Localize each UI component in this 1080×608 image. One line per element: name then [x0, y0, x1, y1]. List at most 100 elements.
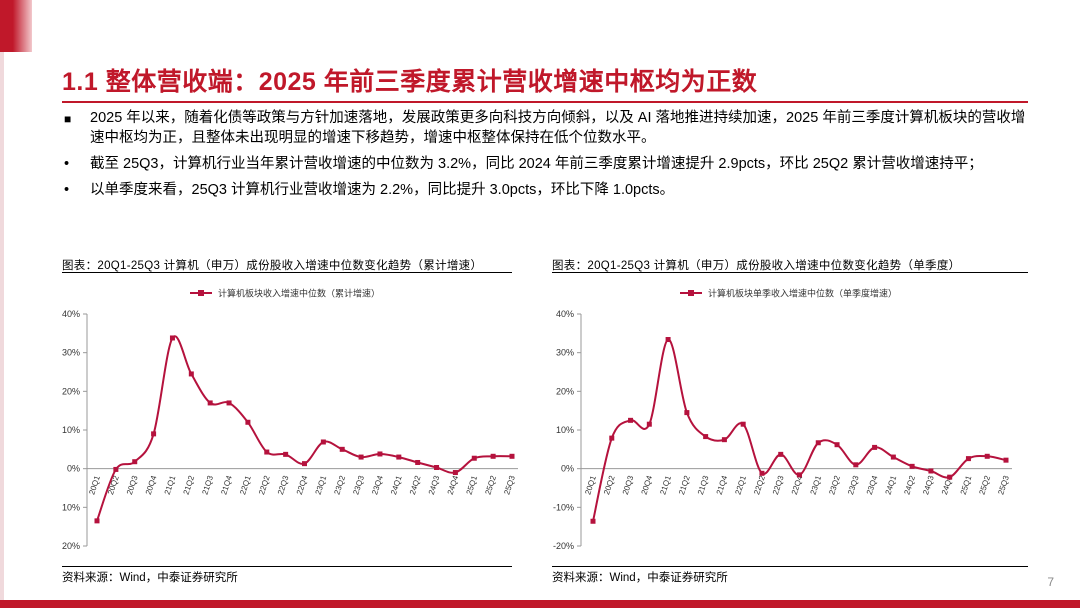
- data-point: [377, 451, 383, 457]
- bullet-item: ■ 2025 年以来，随着化债等政策与方针加速落地，发展政策更多向科技方向倾斜，…: [62, 108, 1028, 148]
- y-tick-label: 30%: [556, 348, 574, 358]
- legend-marker: [198, 290, 204, 296]
- dot-bullet-icon: •: [64, 182, 70, 198]
- bullet-item: • 截至 25Q3，计算机行业当年累计营收增速的中位数为 3.2%，同比 202…: [62, 154, 1028, 174]
- dot-bullet-icon: •: [64, 156, 70, 172]
- x-tick-label: 25Q1: [465, 474, 480, 496]
- x-tick-label: 25Q1: [959, 474, 974, 496]
- y-tick-label: 0%: [67, 464, 80, 474]
- x-tick-label: 21Q4: [219, 474, 234, 496]
- data-point: [628, 417, 634, 423]
- data-point: [646, 421, 652, 427]
- data-point: [890, 454, 896, 460]
- left-accent-block: [0, 0, 32, 52]
- x-tick-label: 20Q3: [125, 474, 140, 496]
- data-point: [169, 335, 175, 341]
- x-tick-label: 22Q1: [733, 474, 748, 496]
- data-point: [740, 421, 746, 427]
- x-tick-label: 23Q3: [846, 474, 861, 496]
- bullet-text: 2025 年以来，随着化债等政策与方针加速落地，发展政策更多向科技方向倾斜，以及…: [90, 110, 1026, 146]
- data-point: [245, 419, 251, 425]
- data-point: [721, 437, 727, 443]
- x-tick-label: 21Q4: [715, 474, 730, 496]
- data-point: [452, 470, 458, 476]
- y-tick-label: -20%: [553, 541, 574, 551]
- y-tick-label: 0%: [561, 464, 574, 474]
- data-point: [188, 371, 194, 377]
- right-chart-title-rule: [552, 272, 1028, 273]
- data-point: [302, 461, 307, 467]
- page-number: 7: [1047, 575, 1054, 589]
- y-tick-label: 40%: [556, 309, 574, 319]
- x-tick-label: 24Q1: [389, 474, 404, 496]
- right-chart-title: 图表：20Q1-25Q3 计算机（申万）成份股收入增速中位数变化趋势（单季度）: [552, 260, 961, 272]
- legend-marker: [688, 290, 694, 296]
- data-point: [283, 451, 289, 457]
- series-line: [592, 338, 1007, 522]
- y-tick-label: -20%: [62, 541, 80, 551]
- y-tick-label: 10%: [62, 425, 80, 435]
- x-tick-label: 25Q3: [502, 474, 517, 496]
- x-tick-label: 23Q1: [314, 474, 329, 496]
- bullet-text: 截至 25Q3，计算机行业当年累计营收增速的中位数为 3.2%，同比 2024 …: [90, 156, 983, 172]
- data-point: [490, 453, 496, 459]
- y-tick-label: -10%: [62, 502, 80, 512]
- data-point: [590, 518, 596, 524]
- data-point: [113, 466, 119, 472]
- data-point: [815, 440, 821, 446]
- data-point: [909, 463, 915, 469]
- data-point: [509, 453, 515, 459]
- x-tick-label: 24Q1: [884, 474, 899, 496]
- data-point: [1003, 457, 1009, 463]
- right-line-chart: 计算机板块单季收入增速中位数（单季度增速） -20% -10% 0% 10% 20% 30%…: [553, 288, 1012, 551]
- x-tick-label: 20Q4: [144, 474, 159, 496]
- x-tick-label: 22Q4: [295, 474, 310, 496]
- bullet-item: • 以单季度来看，25Q3 计算机行业营收增速为 2.2%，同比提升 3.0pc…: [62, 180, 1028, 200]
- title-underline: [62, 101, 1028, 103]
- y-tick-label: 30%: [62, 348, 80, 358]
- x-tick-label: 25Q2: [483, 474, 498, 496]
- y-tick-label: 20%: [62, 386, 80, 396]
- x-tick-label: 21Q3: [696, 474, 711, 496]
- data-point: [226, 400, 232, 406]
- data-point: [834, 442, 840, 448]
- x-tick-label: 24Q2: [408, 474, 423, 496]
- x-tick-label: 22Q3: [771, 474, 786, 496]
- y-tick-label: 10%: [556, 425, 574, 435]
- data-point: [984, 453, 990, 459]
- x-tick-label: 23Q2: [333, 474, 348, 496]
- left-source-rule: [62, 566, 512, 567]
- x-tick-label: 22Q1: [238, 474, 253, 496]
- x-tick-label: 22Q3: [276, 474, 291, 496]
- x-tick-label: 20Q1: [87, 474, 102, 496]
- data-point: [207, 400, 213, 406]
- data-point: [797, 472, 802, 478]
- x-tick-label: 21Q1: [163, 474, 178, 496]
- data-point: [609, 435, 615, 441]
- x-tick-label: 23Q3: [351, 474, 366, 496]
- x-tick-label: 24Q3: [427, 474, 442, 496]
- bullet-list: ■ 2025 年以来，随着化债等政策与方针加速落地，发展政策更多向科技方向倾斜，…: [62, 108, 1028, 206]
- data-point: [778, 451, 784, 457]
- data-point: [358, 454, 364, 460]
- legend-label: 计算机板块收入增速中位数（累计增速）: [218, 288, 380, 299]
- x-tick-label: 24Q3: [921, 474, 936, 496]
- bullet-text: 以单季度来看，25Q3 计算机行业营收增速为 2.2%，同比提升 3.0pcts…: [90, 182, 675, 198]
- data-point: [264, 449, 270, 455]
- x-tick-label: 25Q2: [978, 474, 993, 496]
- data-point: [703, 434, 709, 440]
- data-point: [434, 465, 440, 471]
- x-tick-label: 21Q2: [677, 474, 692, 496]
- left-line-chart: 计算机板块收入增速中位数（累计增速） -20% -10% 0% 10% 20% 30% 40%…: [62, 288, 518, 551]
- data-point: [471, 455, 477, 461]
- x-tick-label: 23Q2: [827, 474, 842, 496]
- x-tick-label: 22Q2: [257, 474, 272, 496]
- data-point: [947, 474, 953, 480]
- right-source-rule: [552, 566, 1028, 567]
- data-point: [853, 462, 859, 468]
- data-point: [415, 459, 421, 465]
- x-tick-label: 24Q2: [902, 474, 917, 496]
- data-point: [928, 468, 934, 474]
- square-bullet-icon: ■: [64, 112, 72, 126]
- bottom-accent-bar: [0, 600, 1080, 608]
